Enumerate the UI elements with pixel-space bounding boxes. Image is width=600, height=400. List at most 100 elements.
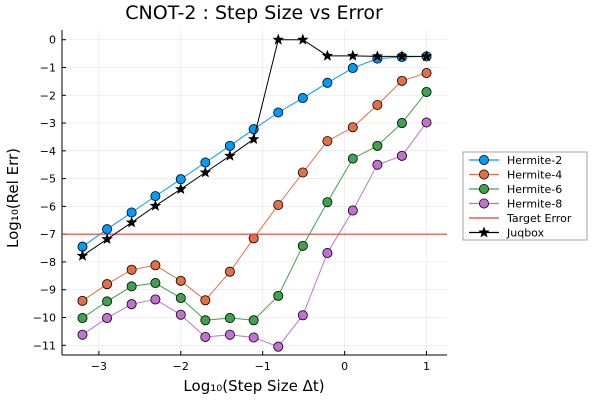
- data-point-hermite-2: [126, 207, 137, 218]
- legend-label-hermite-2: Hermite-2: [507, 154, 562, 167]
- data-point-hermite-8: [396, 150, 407, 161]
- data-point-hermite-4: [322, 136, 333, 147]
- data-point-juqbox: [125, 216, 138, 228]
- data-point-hermite-8: [297, 310, 308, 321]
- y-tick-label: −5: [40, 173, 56, 186]
- data-point-juqbox: [371, 50, 384, 62]
- y-tick-label: 0: [49, 34, 56, 47]
- data-point-hermite-4: [150, 260, 161, 271]
- legend-label-hermite-6: Hermite-6: [507, 183, 562, 196]
- x-tick-label: 1: [423, 360, 430, 373]
- data-point-hermite-6: [421, 86, 432, 97]
- y-tick-label: −2: [40, 89, 56, 102]
- data-point-hermite-8: [273, 341, 284, 352]
- data-point-hermite-8: [224, 329, 235, 340]
- data-point-hermite-4: [200, 295, 211, 306]
- ticks: −3 −2 −1 0 10−1−2−3−4−5−6−7−8−9−10−11: [33, 34, 430, 373]
- data-point-hermite-6: [200, 315, 211, 326]
- data-point-hermite-8: [347, 205, 358, 216]
- data-point-hermite-6: [273, 290, 284, 301]
- y-tick-label: −4: [40, 145, 56, 158]
- data-point-hermite-2: [150, 191, 161, 202]
- data-point-hermite-2: [175, 174, 186, 185]
- data-point-juqbox: [321, 49, 334, 61]
- data-point-hermite-2: [347, 63, 358, 74]
- y-tick-label: −7: [40, 228, 56, 241]
- data-point-juqbox: [396, 50, 408, 62]
- data-point-juqbox: [347, 49, 359, 61]
- data-point-juqbox: [76, 249, 89, 261]
- legend-label-hermite-8: Hermite-8: [507, 198, 562, 211]
- series-hermite-4: [77, 68, 432, 306]
- data-point-hermite-8: [126, 299, 137, 310]
- legend-marker-hermite-4: [478, 169, 489, 180]
- data-point-hermite-2: [102, 224, 113, 235]
- series-hermite-2: [77, 51, 432, 252]
- y-tick-label: −1: [40, 62, 56, 75]
- legend-label-juqbox: Juqbox: [506, 227, 545, 240]
- data-point-hermite-6: [322, 197, 333, 208]
- data-point-hermite-6: [248, 315, 259, 326]
- data-point-hermite-6: [347, 153, 358, 164]
- data-point-hermite-8: [200, 331, 211, 342]
- x-axis-label: Log₁₀(Step Size Δt): [183, 377, 324, 395]
- data-point-hermite-6: [102, 296, 113, 307]
- data-point-hermite-8: [175, 309, 186, 320]
- y-tick-label: −3: [40, 117, 56, 130]
- data-point-juqbox: [224, 149, 236, 161]
- data-point-hermite-4: [77, 295, 88, 306]
- y-tick-label: −11: [33, 339, 56, 352]
- x-tick-label: 0: [341, 360, 348, 373]
- data-point-juqbox: [149, 199, 162, 211]
- y-tick-label: −10: [33, 312, 56, 325]
- data-point-hermite-4: [372, 100, 383, 111]
- data-point-hermite-4: [273, 199, 284, 210]
- data-point-hermite-8: [248, 332, 259, 343]
- y-axis-label: Log₁₀(Rel Err): [4, 148, 22, 248]
- data-point-hermite-4: [102, 279, 113, 290]
- data-point-hermite-4: [126, 264, 137, 275]
- data-point-juqbox: [101, 233, 113, 245]
- data-point-juqbox: [272, 33, 285, 45]
- data-point-hermite-6: [372, 140, 383, 151]
- x-tick-label: −2: [173, 360, 189, 373]
- data-point-hermite-8: [322, 248, 333, 259]
- series: [62, 33, 447, 352]
- data-point-hermite-8: [102, 313, 113, 324]
- data-point-hermite-8: [77, 329, 88, 340]
- data-point-hermite-4: [297, 167, 308, 178]
- legend-label-hermite-4: Hermite-4: [507, 169, 562, 182]
- data-point-juqbox: [199, 166, 212, 178]
- data-point-juqbox: [420, 50, 433, 62]
- data-point-hermite-6: [224, 313, 235, 324]
- data-point-hermite-2: [200, 157, 211, 168]
- data-point-juqbox: [175, 183, 187, 195]
- series-juqbox: [76, 33, 433, 261]
- x-tick-label: −3: [91, 360, 107, 373]
- legend-box: [462, 151, 588, 241]
- data-point-hermite-6: [396, 118, 407, 129]
- plot-frame: [61, 30, 447, 356]
- x-tick-label: −1: [255, 360, 271, 373]
- data-point-hermite-4: [248, 233, 259, 244]
- data-point-hermite-8: [421, 117, 432, 128]
- series-hermite-8: [77, 117, 432, 352]
- grid: [62, 30, 447, 355]
- legend-label-target-error: Target Error: [506, 212, 572, 225]
- legend-marker-hermite-8: [478, 198, 489, 209]
- data-point-hermite-4: [224, 266, 235, 277]
- legend-marker-hermite-2: [478, 154, 489, 165]
- data-point-hermite-2: [224, 140, 235, 151]
- legend-marker-hermite-6: [478, 183, 489, 194]
- y-tick-label: −6: [40, 200, 56, 213]
- data-point-juqbox: [247, 133, 260, 145]
- chart-title: CNOT-2 : Step Size vs Error: [125, 2, 383, 24]
- data-point-hermite-8: [372, 159, 383, 170]
- data-point-hermite-6: [297, 240, 308, 251]
- data-point-hermite-6: [175, 293, 186, 304]
- y-tick-label: −8: [40, 256, 56, 269]
- data-point-juqbox: [297, 33, 309, 45]
- data-point-hermite-2: [273, 107, 284, 118]
- data-point-hermite-2: [322, 77, 333, 88]
